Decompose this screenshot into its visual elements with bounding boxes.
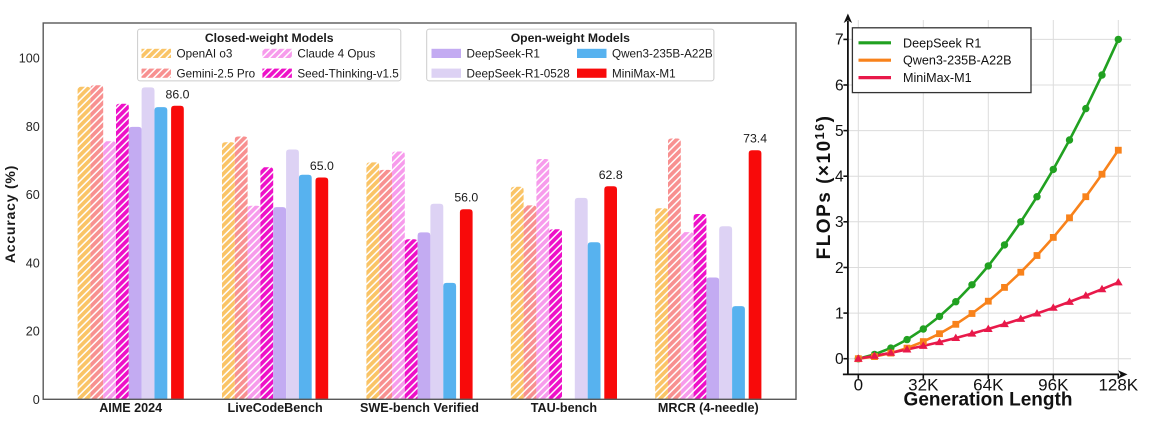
svg-text:0: 0 bbox=[33, 393, 40, 407]
svg-text:TAU-bench: TAU-bench bbox=[531, 401, 597, 415]
svg-text:Seed-Thinking-v1.5: Seed-Thinking-v1.5 bbox=[297, 67, 399, 80]
svg-text:100: 100 bbox=[19, 52, 40, 66]
svg-text:64K: 64K bbox=[973, 376, 1004, 395]
svg-text:OpenAI o3: OpenAI o3 bbox=[177, 48, 233, 61]
svg-text:AIME 2024: AIME 2024 bbox=[99, 401, 162, 415]
svg-text:3: 3 bbox=[835, 214, 844, 231]
svg-text:Accuracy (%): Accuracy (%) bbox=[2, 165, 18, 263]
svg-text:2: 2 bbox=[835, 260, 844, 277]
svg-text:LiveCodeBench: LiveCodeBench bbox=[228, 401, 323, 415]
svg-text:0: 0 bbox=[854, 376, 863, 395]
svg-text:56.0: 56.0 bbox=[454, 191, 478, 205]
svg-text:80: 80 bbox=[26, 120, 40, 134]
svg-text:62.8: 62.8 bbox=[599, 168, 623, 182]
svg-text:4: 4 bbox=[835, 169, 844, 186]
svg-text:MiniMax-M1: MiniMax-M1 bbox=[612, 67, 676, 80]
svg-text:1: 1 bbox=[835, 305, 844, 322]
svg-text:128K: 128K bbox=[1098, 376, 1138, 395]
svg-text:DeepSeek-R1-0528: DeepSeek-R1-0528 bbox=[467, 67, 570, 80]
svg-text:Closed-weight Models: Closed-weight Models bbox=[205, 31, 334, 45]
svg-text:DeepSeek-R1: DeepSeek-R1 bbox=[467, 48, 540, 61]
svg-text:96K: 96K bbox=[1038, 376, 1069, 395]
svg-text:65.0: 65.0 bbox=[310, 159, 334, 173]
svg-text:32K: 32K bbox=[908, 376, 939, 395]
svg-text:Claude 4 Opus: Claude 4 Opus bbox=[297, 48, 375, 61]
svg-text:FLOPs (×1016): FLOPs (×1016) bbox=[813, 115, 835, 260]
svg-text:60: 60 bbox=[26, 188, 40, 202]
svg-text:Open-weight Models: Open-weight Models bbox=[511, 31, 630, 45]
svg-text:0: 0 bbox=[835, 351, 844, 368]
svg-text:86.0: 86.0 bbox=[166, 87, 190, 101]
svg-text:Generation Length: Generation Length bbox=[904, 390, 1073, 411]
svg-text:20: 20 bbox=[26, 325, 40, 339]
svg-text:40: 40 bbox=[26, 256, 40, 270]
svg-text:Gemini-2.5 Pro: Gemini-2.5 Pro bbox=[177, 67, 256, 80]
svg-text:SWE-bench Verified: SWE-bench Verified bbox=[360, 401, 479, 415]
svg-text:7: 7 bbox=[835, 32, 844, 49]
svg-text:73.4: 73.4 bbox=[743, 132, 767, 146]
svg-text:Qwen3-235B-A22B: Qwen3-235B-A22B bbox=[612, 48, 713, 61]
svg-text:5: 5 bbox=[835, 123, 844, 140]
svg-text:MRCR (4-needle): MRCR (4-needle) bbox=[658, 401, 759, 415]
svg-text:6: 6 bbox=[835, 77, 844, 94]
svg-text:Qwen3-235B-A22B: Qwen3-235B-A22B bbox=[903, 54, 1012, 68]
svg-text:MiniMax-M1: MiniMax-M1 bbox=[903, 71, 972, 85]
svg-text:DeepSeek R1: DeepSeek R1 bbox=[903, 36, 981, 50]
